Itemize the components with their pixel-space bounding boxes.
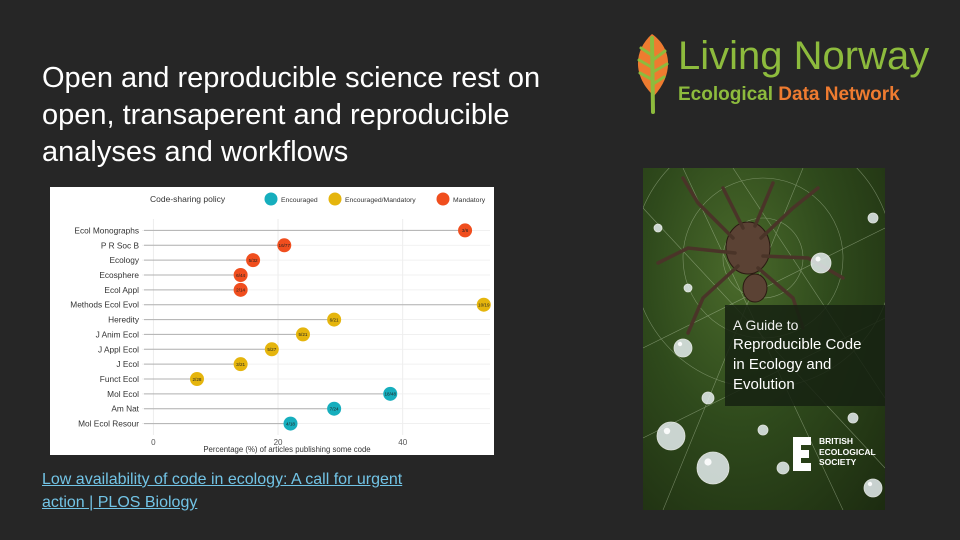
legend-swatch xyxy=(328,192,342,206)
y-tick-label: Am Nat xyxy=(111,404,139,414)
code-sharing-chart: Code-sharing policy Encouraged Encouraged/… xyxy=(50,187,494,455)
plos-biology-paper-link[interactable]: Low availability of code in ecology: A c… xyxy=(42,468,492,514)
logo-subtitle-ecological: Ecological xyxy=(678,84,774,105)
y-tick-label: J Appl Ecol xyxy=(98,344,139,354)
y-tick-label: Methods Ecol Evol xyxy=(70,300,139,310)
link-text-line[interactable]: Low availability of code in ecology: A c… xyxy=(42,471,403,488)
data-label: 4/18 xyxy=(286,421,295,426)
publisher-name: BRITISH ECOLOGICAL SOCIETY xyxy=(819,436,876,468)
legend-swatch xyxy=(436,192,450,206)
book-cover-image: A Guide to Reproducible Code in Ecology … xyxy=(643,168,885,510)
data-point xyxy=(233,357,248,372)
data-label: 6/44 xyxy=(236,273,245,278)
book-title-line: A Guide to xyxy=(733,317,799,333)
x-tick-label: 0 xyxy=(151,438,156,447)
data-label: 5/32 xyxy=(249,258,258,263)
data-label: 16/77 xyxy=(279,243,291,248)
data-point xyxy=(383,386,398,401)
y-tick-label: Ecology xyxy=(109,255,139,265)
legend-label: Encouraged/Mandatory xyxy=(345,197,416,204)
data-label: 2/28 xyxy=(193,377,202,382)
legend-label: Mandatory xyxy=(453,197,486,204)
y-tick-label: Ecol Appl xyxy=(104,285,139,295)
living-norway-logo: Living Norway Ecological Data Network xyxy=(628,30,930,114)
data-point xyxy=(327,312,342,327)
data-point xyxy=(233,268,248,282)
data-point xyxy=(458,223,473,238)
book-title: A Guide to Reproducible Code in Ecology … xyxy=(733,315,861,395)
data-point xyxy=(476,297,491,312)
data-label: 3/6 xyxy=(462,228,469,233)
y-tick-label: Ecosphere xyxy=(99,270,139,280)
legend-title: Code-sharing policy xyxy=(150,194,226,204)
bes-logo-icon xyxy=(793,437,811,471)
y-tick-label: J Ecol xyxy=(116,359,139,369)
book-title-line: Reproducible Code xyxy=(733,336,862,353)
data-point xyxy=(233,282,248,297)
book-title-line: Evolution xyxy=(733,376,795,393)
data-label: 18/48 xyxy=(385,392,397,397)
y-tick-label: Mol Ecol Resour xyxy=(78,419,139,429)
data-label: 10/19 xyxy=(478,303,490,308)
spider-web-illustration xyxy=(643,168,885,510)
legend-swatch xyxy=(264,192,278,206)
slide-title: Open and reproducible science rest on op… xyxy=(42,60,622,171)
book-title-panel: A Guide to Reproducible Code in Ecology … xyxy=(725,305,885,406)
y-tick-label: Funct Ecol xyxy=(100,374,139,384)
data-label: 2/14 xyxy=(236,288,245,293)
slide-title-line: open, transaperent and reproducible xyxy=(42,99,510,131)
publisher-line: SOCIETY xyxy=(819,457,857,467)
logo-title: Living Norway xyxy=(678,34,930,78)
slide-title-line: analyses and workflows xyxy=(42,136,349,168)
y-tick-label: Heredity xyxy=(108,315,140,325)
data-point xyxy=(327,401,342,416)
y-tick-label: Mol Ecol xyxy=(107,389,139,399)
data-point xyxy=(189,372,204,386)
data-point xyxy=(295,327,310,342)
x-axis-label: Percentage (%) of articles publishing so… xyxy=(203,445,370,454)
logo-subtitle: Ecological Data Network xyxy=(678,84,900,106)
x-tick-label: 40 xyxy=(398,438,407,447)
legend-label: Encouraged xyxy=(281,197,318,204)
y-tick-label: J Anim Ecol xyxy=(96,329,140,339)
data-label: 5/27 xyxy=(267,347,276,352)
data-label: 5/21 xyxy=(298,332,307,337)
data-point xyxy=(264,342,279,357)
y-tick-label: Ecol Monographs xyxy=(74,225,139,235)
chart-svg: Code-sharing policy Encouraged Encouraged/… xyxy=(70,192,491,454)
logo-subtitle-data-network: Data Network xyxy=(773,84,900,105)
link-text-line[interactable]: action | PLOS Biology xyxy=(42,494,198,511)
data-point xyxy=(246,253,261,268)
book-title-line: in Ecology and xyxy=(733,356,832,373)
data-label: 3/21 xyxy=(236,362,245,367)
x-tick-label: 20 xyxy=(274,438,283,447)
slide-title-line: Open and reproducible science rest on xyxy=(42,62,541,94)
data-point xyxy=(283,416,298,431)
publisher-line: ECOLOGICAL xyxy=(819,446,876,457)
data-label: 6/21 xyxy=(330,317,339,322)
publisher-line: BRITISH xyxy=(819,436,853,446)
y-tick-label: P R Soc B xyxy=(101,240,140,250)
data-label: 7/24 xyxy=(330,407,339,412)
data-point xyxy=(277,238,292,253)
leaf-icon xyxy=(637,34,669,114)
